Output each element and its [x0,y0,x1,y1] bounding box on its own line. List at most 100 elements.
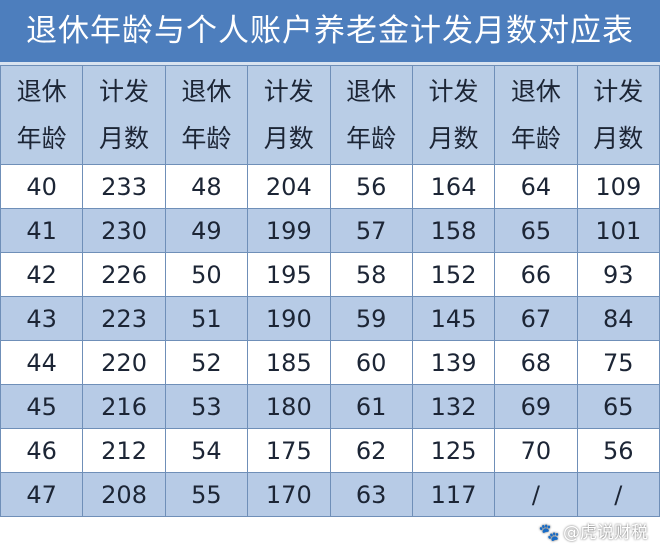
cell-payout-months: 175 [247,428,331,473]
cell-payout-months: 109 [576,164,660,209]
cell-payout-months: 223 [82,296,166,341]
cell-retirement-age: 42 [0,252,84,297]
cell-retirement-age: 58 [329,252,413,297]
cell-retirement-age: 67 [494,296,578,341]
cell-retirement-age: 40 [0,164,84,209]
cell-retirement-age: 65 [494,208,578,253]
header-retirement-age: 退休 年龄 [0,65,84,165]
cell-payout-months: 195 [247,252,331,297]
table-row: 42 226 50 195 58 152 66 93 [0,252,660,297]
header-line: 退休 [16,77,67,106]
header-payout-months: 计发 月数 [576,65,660,165]
cell-retirement-age: 46 [0,428,84,473]
cell-payout-months: 216 [82,384,166,429]
cell-retirement-age: 61 [329,384,413,429]
cell-retirement-age: 43 [0,296,84,341]
cell-payout-months: 152 [411,252,496,297]
table-row: 43 223 51 190 59 145 67 84 [0,296,660,341]
cell-payout-months: 226 [82,252,166,297]
cell-payout-months: 56 [576,428,660,473]
cell-payout-months: 220 [82,340,166,385]
cell-retirement-age: 55 [164,472,249,517]
header-line: 退休 [181,77,232,106]
cell-retirement-age: 68 [494,340,578,385]
header-line: 计发 [593,77,644,106]
watermark: 🐾 @虎说财税 [539,523,648,543]
cell-retirement-age: 45 [0,384,84,429]
cell-payout-months: 185 [247,340,331,385]
cell-retirement-age: 53 [164,384,249,429]
paw-icon: 🐾 [538,523,560,543]
pension-months-table: 退休 年龄 计发 月数 退休 年龄 计发 月数 退休 年龄 计发 月数 退休 年龄 计发 月数 40 233 48… [0,65,660,517]
header-line: 年龄 [181,124,232,153]
cell-payout-months: / [576,472,660,517]
cell-retirement-age: 56 [329,164,413,209]
header-line: 月数 [428,124,479,153]
cell-payout-months: 132 [411,384,496,429]
cell-payout-months: 84 [576,296,660,341]
cell-retirement-age: 69 [494,384,578,429]
cell-payout-months: 170 [247,472,331,517]
cell-retirement-age: 60 [329,340,413,385]
header-row: 退休 年龄 计发 月数 退休 年龄 计发 月数 退休 年龄 计发 月数 退休 年龄 计发 月数 [0,65,660,165]
cell-retirement-age: 54 [164,428,249,473]
table-row: 46 212 54 175 62 125 70 56 [0,428,660,473]
table-row: 45 216 53 180 61 132 69 65 [0,384,660,429]
cell-retirement-age: 52 [164,340,249,385]
table-row: 40 233 48 204 56 164 64 109 [0,164,660,209]
cell-retirement-age: / [494,472,578,517]
cell-payout-months: 145 [411,296,496,341]
cell-retirement-age: 59 [329,296,413,341]
cell-payout-months: 180 [247,384,331,429]
cell-payout-months: 139 [411,340,496,385]
cell-payout-months: 125 [411,428,496,473]
header-retirement-age: 退休 年龄 [329,65,413,165]
cell-retirement-age: 70 [494,428,578,473]
cell-payout-months: 65 [576,384,660,429]
cell-retirement-age: 41 [0,208,84,253]
cell-payout-months: 212 [82,428,166,473]
cell-payout-months: 190 [247,296,331,341]
cell-retirement-age: 50 [164,252,249,297]
header-line: 月数 [593,124,644,153]
table-title: 退休年龄与个人账户养老金计发月数对应表 [0,0,660,65]
header-line: 月数 [263,124,314,153]
header-payout-months: 计发 月数 [82,65,166,165]
header-payout-months: 计发 月数 [247,65,331,165]
cell-payout-months: 199 [247,208,331,253]
cell-retirement-age: 49 [164,208,249,253]
cell-retirement-age: 44 [0,340,84,385]
header-payout-months: 计发 月数 [411,65,496,165]
cell-retirement-age: 62 [329,428,413,473]
watermark-text: @虎说财税 [563,523,648,543]
cell-payout-months: 117 [411,472,496,517]
cell-retirement-age: 47 [0,472,84,517]
cell-retirement-age: 64 [494,164,578,209]
header-line: 年龄 [510,124,561,153]
cell-payout-months: 230 [82,208,166,253]
header-line: 退休 [510,77,561,106]
header-line: 计发 [428,77,479,106]
cell-payout-months: 158 [411,208,496,253]
header-line: 年龄 [346,124,397,153]
cell-payout-months: 93 [576,252,660,297]
header-line: 年龄 [16,124,67,153]
table-row: 44 220 52 185 60 139 68 75 [0,340,660,385]
table-row: 41 230 49 199 57 158 65 101 [0,208,660,253]
cell-payout-months: 101 [576,208,660,253]
header-line: 月数 [99,124,150,153]
table-row: 47 208 55 170 63 117// [0,472,660,517]
header-retirement-age: 退休 年龄 [164,65,249,165]
header-line: 退休 [346,77,397,106]
cell-payout-months: 204 [247,164,331,209]
cell-payout-months: 164 [411,164,496,209]
cell-retirement-age: 57 [329,208,413,253]
header-line: 计发 [99,77,150,106]
cell-payout-months: 208 [82,472,166,517]
cell-retirement-age: 51 [164,296,249,341]
header-retirement-age: 退休 年龄 [494,65,578,165]
header-line: 计发 [263,77,314,106]
cell-retirement-age: 66 [494,252,578,297]
cell-retirement-age: 63 [329,472,413,517]
cell-retirement-age: 48 [164,164,249,209]
